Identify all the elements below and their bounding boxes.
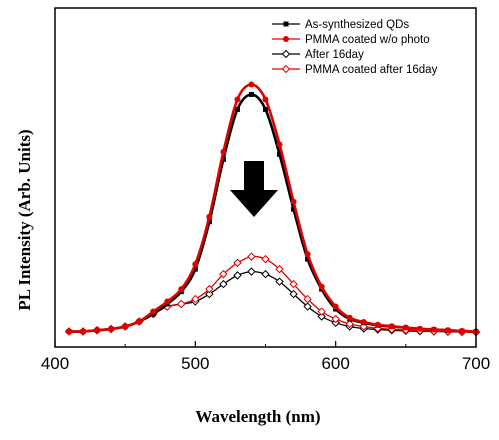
- data-point: [263, 106, 268, 112]
- legend-label: PMMA coated after 16day: [305, 64, 438, 76]
- data-point: [80, 328, 87, 335]
- data-point: [220, 148, 227, 155]
- x-tick-label: 400: [41, 354, 69, 373]
- data-point: [191, 294, 200, 304]
- series-line: [68, 270, 477, 333]
- data-point: [276, 141, 283, 148]
- legend-label: As-synthesized QDs: [305, 19, 409, 31]
- legend-marker: [281, 49, 291, 59]
- data-point: [416, 325, 423, 332]
- data-point: [219, 279, 228, 289]
- data-point: [290, 198, 297, 205]
- data-point: [66, 328, 73, 335]
- data-point: [261, 269, 270, 279]
- data-point: [318, 283, 325, 290]
- data-point: [374, 321, 381, 328]
- series-3: [64, 252, 481, 337]
- data-point: [332, 303, 339, 310]
- data-point: [444, 327, 451, 334]
- x-tick-label: 600: [321, 354, 349, 373]
- data-point: [247, 267, 256, 276]
- data-point: [205, 289, 214, 299]
- data-point: [164, 298, 171, 305]
- down-arrow-icon: [230, 161, 278, 217]
- data-point: [219, 269, 228, 279]
- data-point: [122, 323, 129, 330]
- x-tick-label: 700: [462, 354, 490, 373]
- data-point: [178, 286, 185, 293]
- legend-marker: [283, 21, 289, 27]
- series-0: [66, 91, 479, 335]
- series-line: [68, 83, 477, 333]
- y-axis-title: PL Intensity (Arb. Units): [15, 129, 34, 310]
- series-layer: [64, 81, 481, 337]
- series-line: [68, 93, 477, 333]
- legend-item: PMMA coated w/o photo: [272, 34, 430, 46]
- down-arrow-annotation: [230, 161, 278, 217]
- data-point: [205, 284, 214, 294]
- series-1: [66, 81, 479, 335]
- data-point: [305, 256, 311, 262]
- data-point: [234, 96, 241, 103]
- data-point: [289, 289, 298, 299]
- x-tick-label: 500: [181, 354, 209, 373]
- data-point: [277, 151, 283, 157]
- data-point: [233, 258, 242, 268]
- data-point: [94, 327, 101, 334]
- data-point: [177, 299, 186, 309]
- data-point: [317, 307, 326, 316]
- data-point: [248, 81, 255, 88]
- data-point: [233, 271, 242, 280]
- data-point: [247, 252, 256, 261]
- data-point: [304, 251, 311, 258]
- data-point: [360, 319, 367, 326]
- plot-frame: [54, 7, 477, 348]
- series-line: [68, 255, 477, 333]
- data-point: [192, 266, 198, 272]
- data-point: [388, 323, 395, 330]
- data-point: [402, 324, 409, 331]
- data-point: [248, 91, 254, 97]
- data-point: [303, 294, 312, 304]
- data-point: [108, 326, 115, 333]
- x-axis-title: Wavelength (nm): [195, 407, 320, 426]
- legend-item: After 16day: [272, 49, 364, 61]
- data-point: [458, 328, 465, 335]
- data-point: [234, 106, 240, 112]
- data-point: [150, 308, 157, 315]
- data-point: [220, 156, 226, 162]
- data-point: [275, 264, 284, 274]
- data-point: [303, 302, 312, 311]
- data-point: [289, 279, 298, 289]
- legend-marker: [281, 64, 291, 74]
- data-point: [262, 96, 269, 103]
- data-point: [192, 261, 199, 268]
- data-point: [331, 314, 340, 324]
- legend: As-synthesized QDs PMMA coated w/o photo A…: [272, 19, 438, 76]
- data-point: [430, 326, 437, 333]
- legend-item: PMMA coated after 16day: [272, 64, 438, 76]
- legend-label: After 16day: [305, 49, 364, 61]
- ticks-layer: 400 500 600 700: [41, 341, 490, 373]
- data-point: [317, 312, 326, 321]
- data-point: [346, 314, 353, 321]
- data-point: [345, 319, 354, 329]
- legend-marker: [283, 36, 289, 42]
- legend-item: As-synthesized QDs: [272, 19, 409, 31]
- data-point: [275, 277, 284, 286]
- legend-label: PMMA coated w/o photo: [305, 34, 430, 46]
- data-point: [206, 213, 213, 220]
- data-point: [291, 206, 297, 212]
- data-point: [136, 318, 143, 325]
- data-point: [261, 254, 270, 264]
